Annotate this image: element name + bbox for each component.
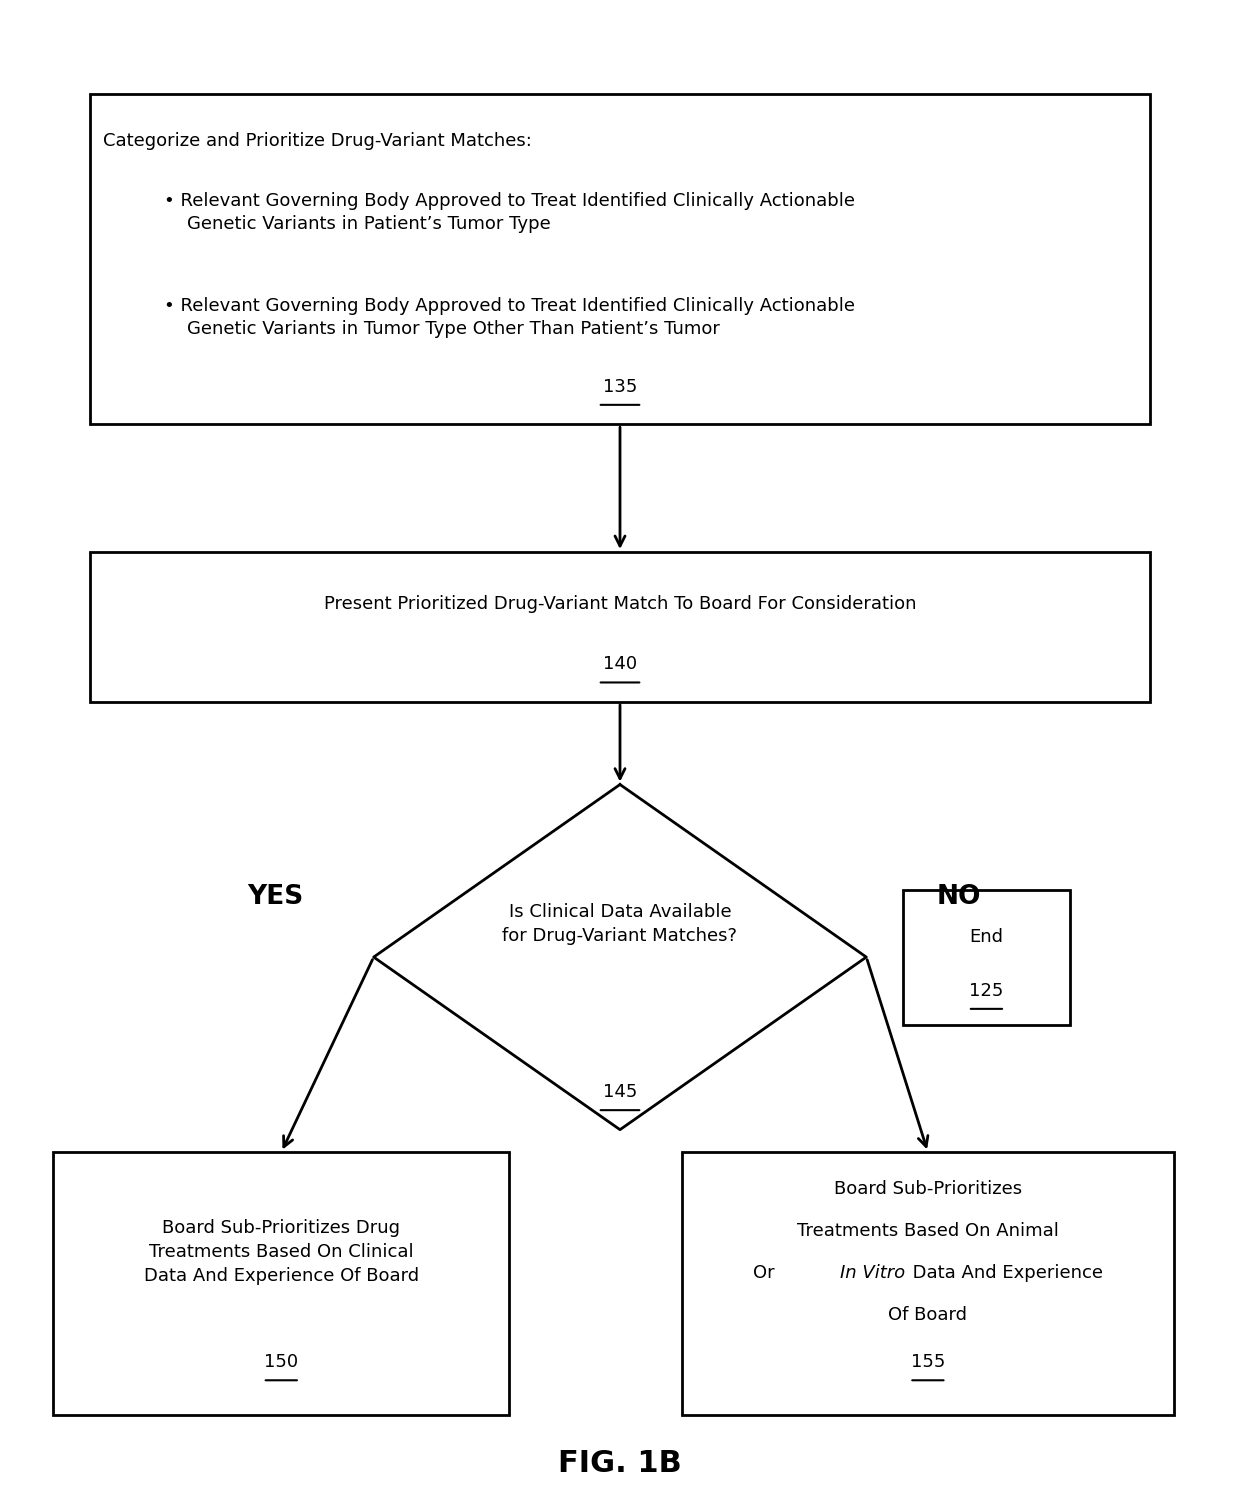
- FancyBboxPatch shape: [91, 94, 1149, 424]
- Text: • Relevant Governing Body Approved to Treat Identified Clinically Actionable
   : • Relevant Governing Body Approved to Tr…: [164, 192, 856, 234]
- FancyBboxPatch shape: [903, 890, 1070, 1025]
- Text: Or                        Data And Experience: Or Data And Experience: [753, 1265, 1102, 1283]
- Text: In Vitro: In Vitro: [839, 1265, 905, 1283]
- FancyBboxPatch shape: [53, 1153, 510, 1415]
- FancyBboxPatch shape: [91, 552, 1149, 702]
- Text: 140: 140: [603, 655, 637, 673]
- Text: Of Board: Of Board: [888, 1305, 967, 1323]
- Text: 125: 125: [970, 982, 1003, 1000]
- Text: Present Prioritized Drug-Variant Match To Board For Consideration: Present Prioritized Drug-Variant Match T…: [324, 596, 916, 614]
- Text: End: End: [970, 928, 1003, 946]
- Text: YES: YES: [247, 884, 304, 910]
- Text: 135: 135: [603, 377, 637, 395]
- Text: Board Sub-Prioritizes: Board Sub-Prioritizes: [833, 1180, 1022, 1198]
- Text: Categorize and Prioritize Drug-Variant Matches:: Categorize and Prioritize Drug-Variant M…: [103, 131, 532, 149]
- Text: FIG. 1B: FIG. 1B: [558, 1449, 682, 1477]
- Text: Is Clinical Data Available
for Drug-Variant Matches?: Is Clinical Data Available for Drug-Vari…: [502, 904, 738, 945]
- Text: 155: 155: [910, 1354, 945, 1372]
- Text: Treatments Based On Animal: Treatments Based On Animal: [797, 1222, 1059, 1240]
- FancyBboxPatch shape: [682, 1153, 1174, 1415]
- Text: 150: 150: [264, 1354, 299, 1372]
- Text: Board Sub-Prioritizes Drug
Treatments Based On Clinical
Data And Experience Of B: Board Sub-Prioritizes Drug Treatments Ba…: [144, 1219, 419, 1284]
- Text: NO: NO: [936, 884, 981, 910]
- Text: • Relevant Governing Body Approved to Treat Identified Clinically Actionable
   : • Relevant Governing Body Approved to Tr…: [164, 297, 856, 338]
- Text: 145: 145: [603, 1083, 637, 1102]
